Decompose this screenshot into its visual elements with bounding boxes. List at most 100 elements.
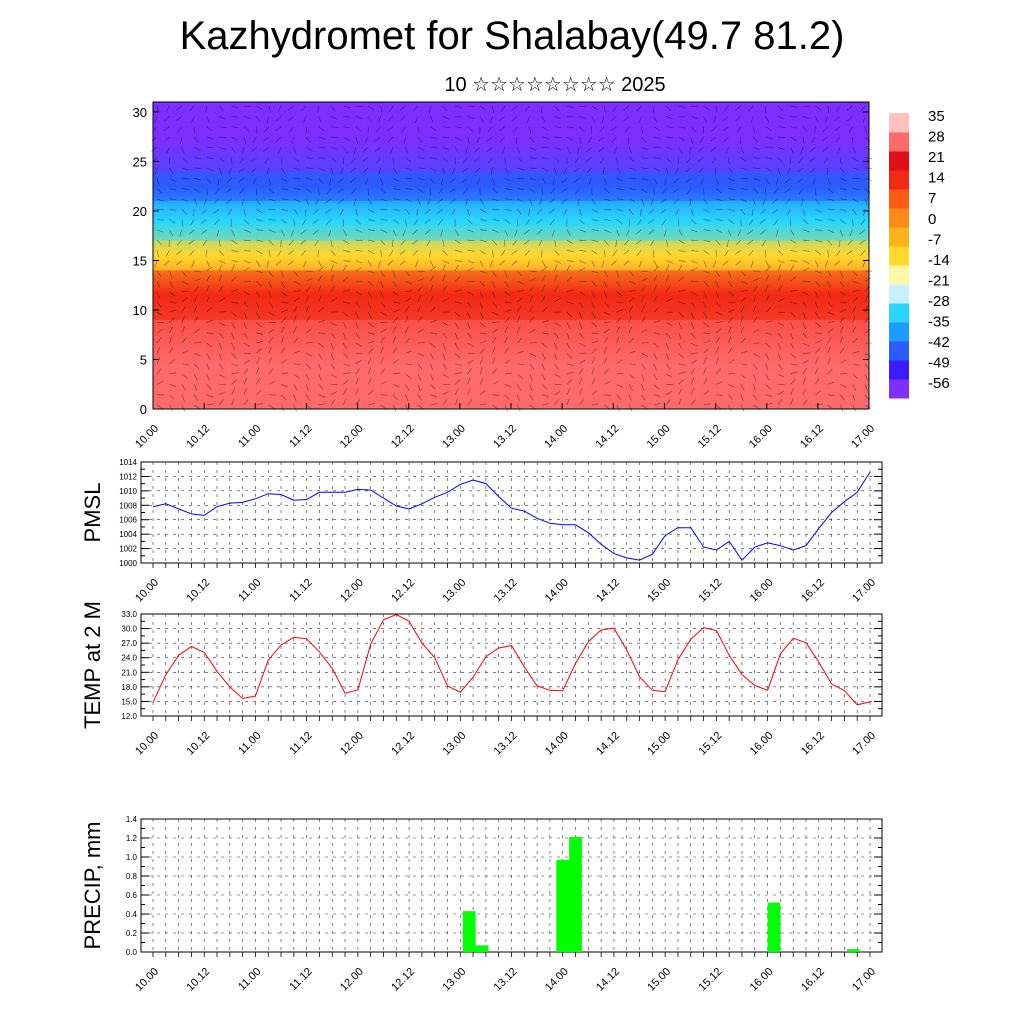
series-line <box>152 613 871 706</box>
colorbar-label: -14 <box>928 252 950 269</box>
y-tick-label: 0.0 <box>126 948 138 957</box>
x-tick-label: 10.12 <box>184 423 212 451</box>
y-tick-label: 1008 <box>119 501 137 510</box>
x-tick-label: 17.00 <box>850 730 878 758</box>
y-tick-label: 0.6 <box>126 891 138 900</box>
x-tick-label: 10.00 <box>133 730 161 758</box>
colorbar-label: 28 <box>928 129 945 146</box>
x-tick-label: 10.00 <box>133 966 161 994</box>
x-tick-label: 15.00 <box>645 966 673 994</box>
x-tick-label: 17.00 <box>850 966 878 994</box>
y-tick-label: 21.0 <box>121 668 137 677</box>
y-tick-label: 0.4 <box>126 910 138 919</box>
grid <box>141 461 882 564</box>
colorbar-label: -28 <box>928 293 950 310</box>
x-tick-label: 17.00 <box>849 423 877 451</box>
y-axis-label: PMSL <box>80 483 105 543</box>
y-tick-label: 30.0 <box>121 625 137 634</box>
x-tick-label: 10.00 <box>133 423 161 451</box>
colorbar-swatch <box>889 341 909 361</box>
x-tick-label: 14.12 <box>594 577 622 605</box>
y-tick-label: 1000 <box>119 559 137 568</box>
y-tick-label: 0.8 <box>126 872 138 881</box>
y-tick-label: 5 <box>140 352 147 367</box>
y-tick-label: 1004 <box>119 530 137 539</box>
y-tick-label: 24.0 <box>121 654 137 663</box>
x-tick-label: 16.12 <box>798 423 826 451</box>
colorbar-swatch <box>889 151 909 171</box>
heatmap-field <box>153 102 869 409</box>
x-tick-label: 13.12 <box>492 730 520 758</box>
x-tick-label: 16.12 <box>799 577 827 605</box>
x-tick-label: 17.00 <box>850 577 878 605</box>
x-tick-label: 15.00 <box>645 423 673 451</box>
x-tick-label: 14.12 <box>593 423 621 451</box>
x-tick-label: 13.12 <box>492 966 520 994</box>
y-tick-label: 12.0 <box>121 712 137 721</box>
x-tick-label: 14.00 <box>542 423 570 451</box>
y-tick-label: 18.0 <box>121 683 137 692</box>
y-tick-label: 1014 <box>119 458 137 467</box>
colorbar-swatch <box>889 208 909 228</box>
y-tick-label: 15 <box>133 253 147 268</box>
y-tick-label: 1002 <box>119 545 137 554</box>
colorbar-swatch <box>889 284 909 304</box>
y-tick-label: 1010 <box>119 487 137 496</box>
x-tick-label: 11.00 <box>236 966 263 993</box>
x-tick-label: 16.00 <box>748 577 776 605</box>
precip-bar <box>475 945 489 952</box>
x-tick-label: 12.00 <box>338 730 366 758</box>
colorbar-swatch <box>889 170 909 190</box>
x-tick-label: 10.12 <box>184 730 212 758</box>
precip-bar <box>556 859 570 952</box>
x-tick-label: 13.00 <box>440 966 468 994</box>
colorbar-swatch <box>889 360 909 380</box>
x-tick-label: 10.12 <box>184 577 212 605</box>
x-tick-label: 14.00 <box>543 577 571 605</box>
colorbar-label: -56 <box>928 375 950 392</box>
x-tick-label: 11.00 <box>236 577 263 604</box>
wind-barbs <box>151 105 873 412</box>
x-tick-label: 15.12 <box>696 423 724 451</box>
x-tick-label: 11.12 <box>287 966 314 993</box>
y-tick-label: 1.2 <box>126 834 138 843</box>
y-tick-label: 10 <box>133 303 147 318</box>
x-tick-label: 16.00 <box>748 966 776 994</box>
colorbar-swatch <box>889 132 909 152</box>
x-tick-label: 15.12 <box>697 577 725 605</box>
x-tick-label: 12.00 <box>338 423 366 451</box>
y-tick-label: 30 <box>133 105 147 120</box>
y-tick-label: 25 <box>133 154 147 169</box>
heatmap-layer <box>153 270 869 320</box>
x-tick-label: 16.12 <box>799 730 827 758</box>
x-tick-label: 12.12 <box>389 730 417 758</box>
y-tick-label: 1.4 <box>126 815 138 824</box>
colorbar-label: 35 <box>928 108 945 125</box>
pmsl-panel: 1000 1002 1004 1006 1008 1010 1012 1014 10.00 10.… <box>80 458 883 605</box>
x-tick-label: 12.12 <box>389 423 417 451</box>
heatmap-layer <box>153 319 869 409</box>
colorbar-swatch <box>889 303 909 323</box>
x-tick-label: 16.00 <box>747 423 775 451</box>
heatmap-layer <box>153 171 869 202</box>
y-tick-label: 1012 <box>119 472 137 481</box>
colorbar-label: -49 <box>928 355 950 372</box>
cross-section-panel: 0 5 10 15 20 25 30 10.00 10.12 11.00 11.12 12.00 12.… <box>133 101 877 451</box>
y-tick-label: 27.0 <box>121 639 137 648</box>
y-axis-label: TEMP at 2 M <box>80 601 105 729</box>
x-tick-label: 15.00 <box>645 577 673 605</box>
colorbar-swatch <box>889 189 909 209</box>
colorbar-label: 7 <box>928 190 936 207</box>
x-tick-label: 11.12 <box>287 423 314 450</box>
x-tick-label: 16.12 <box>799 966 827 994</box>
x-tick-label: 12.00 <box>338 966 366 994</box>
x-tick-label: 11.12 <box>287 730 314 757</box>
colorbar-swatch <box>889 113 909 133</box>
page-subtitle: 10 ☆☆☆☆☆☆☆☆ 2025 <box>444 74 666 96</box>
x-tick-label: 10.00 <box>133 577 161 605</box>
x-tick-label: 12.12 <box>389 966 417 994</box>
y-tick-label: 0.2 <box>126 929 138 938</box>
temp-panel: 12.0 15.0 18.0 21.0 24.0 27.0 30.0 33.0 10.00 10.… <box>80 601 883 758</box>
x-tick-label: 13.00 <box>440 423 468 451</box>
colorbar-label: -42 <box>928 334 950 351</box>
